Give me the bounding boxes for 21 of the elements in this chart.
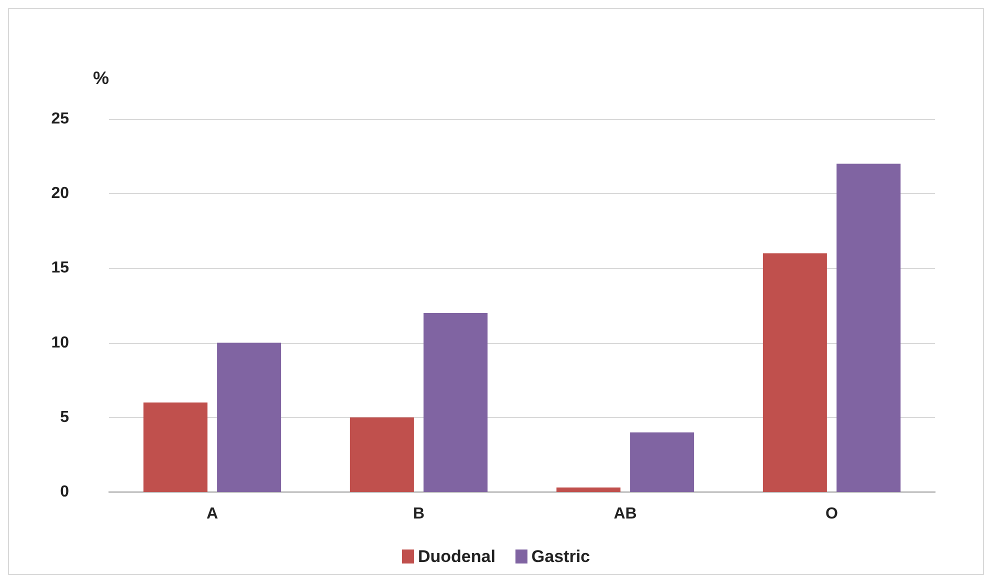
bar bbox=[143, 402, 208, 492]
x-tick-label: AB bbox=[614, 506, 637, 522]
y-tick-label: 10 bbox=[51, 334, 70, 352]
y-tick-label: 20 bbox=[51, 185, 70, 202]
bar bbox=[217, 342, 282, 492]
y-tick-label: 25 bbox=[51, 110, 70, 128]
legend-label: Duodenal bbox=[418, 547, 496, 566]
y-tick-label: 5 bbox=[60, 408, 70, 426]
x-tick-label: O bbox=[826, 506, 838, 522]
bar bbox=[630, 432, 694, 492]
bar bbox=[836, 164, 901, 492]
bar bbox=[762, 253, 827, 492]
y-tick-label: 0 bbox=[60, 484, 70, 500]
legend-label: Gastric bbox=[531, 547, 590, 566]
bar bbox=[424, 312, 488, 492]
y-tick-label: 15 bbox=[51, 260, 70, 277]
y-axis-title: % bbox=[93, 68, 110, 88]
bar bbox=[556, 488, 620, 492]
x-tick-label: A bbox=[206, 506, 218, 522]
x-tick-label: B bbox=[412, 506, 425, 522]
bar bbox=[350, 417, 414, 492]
